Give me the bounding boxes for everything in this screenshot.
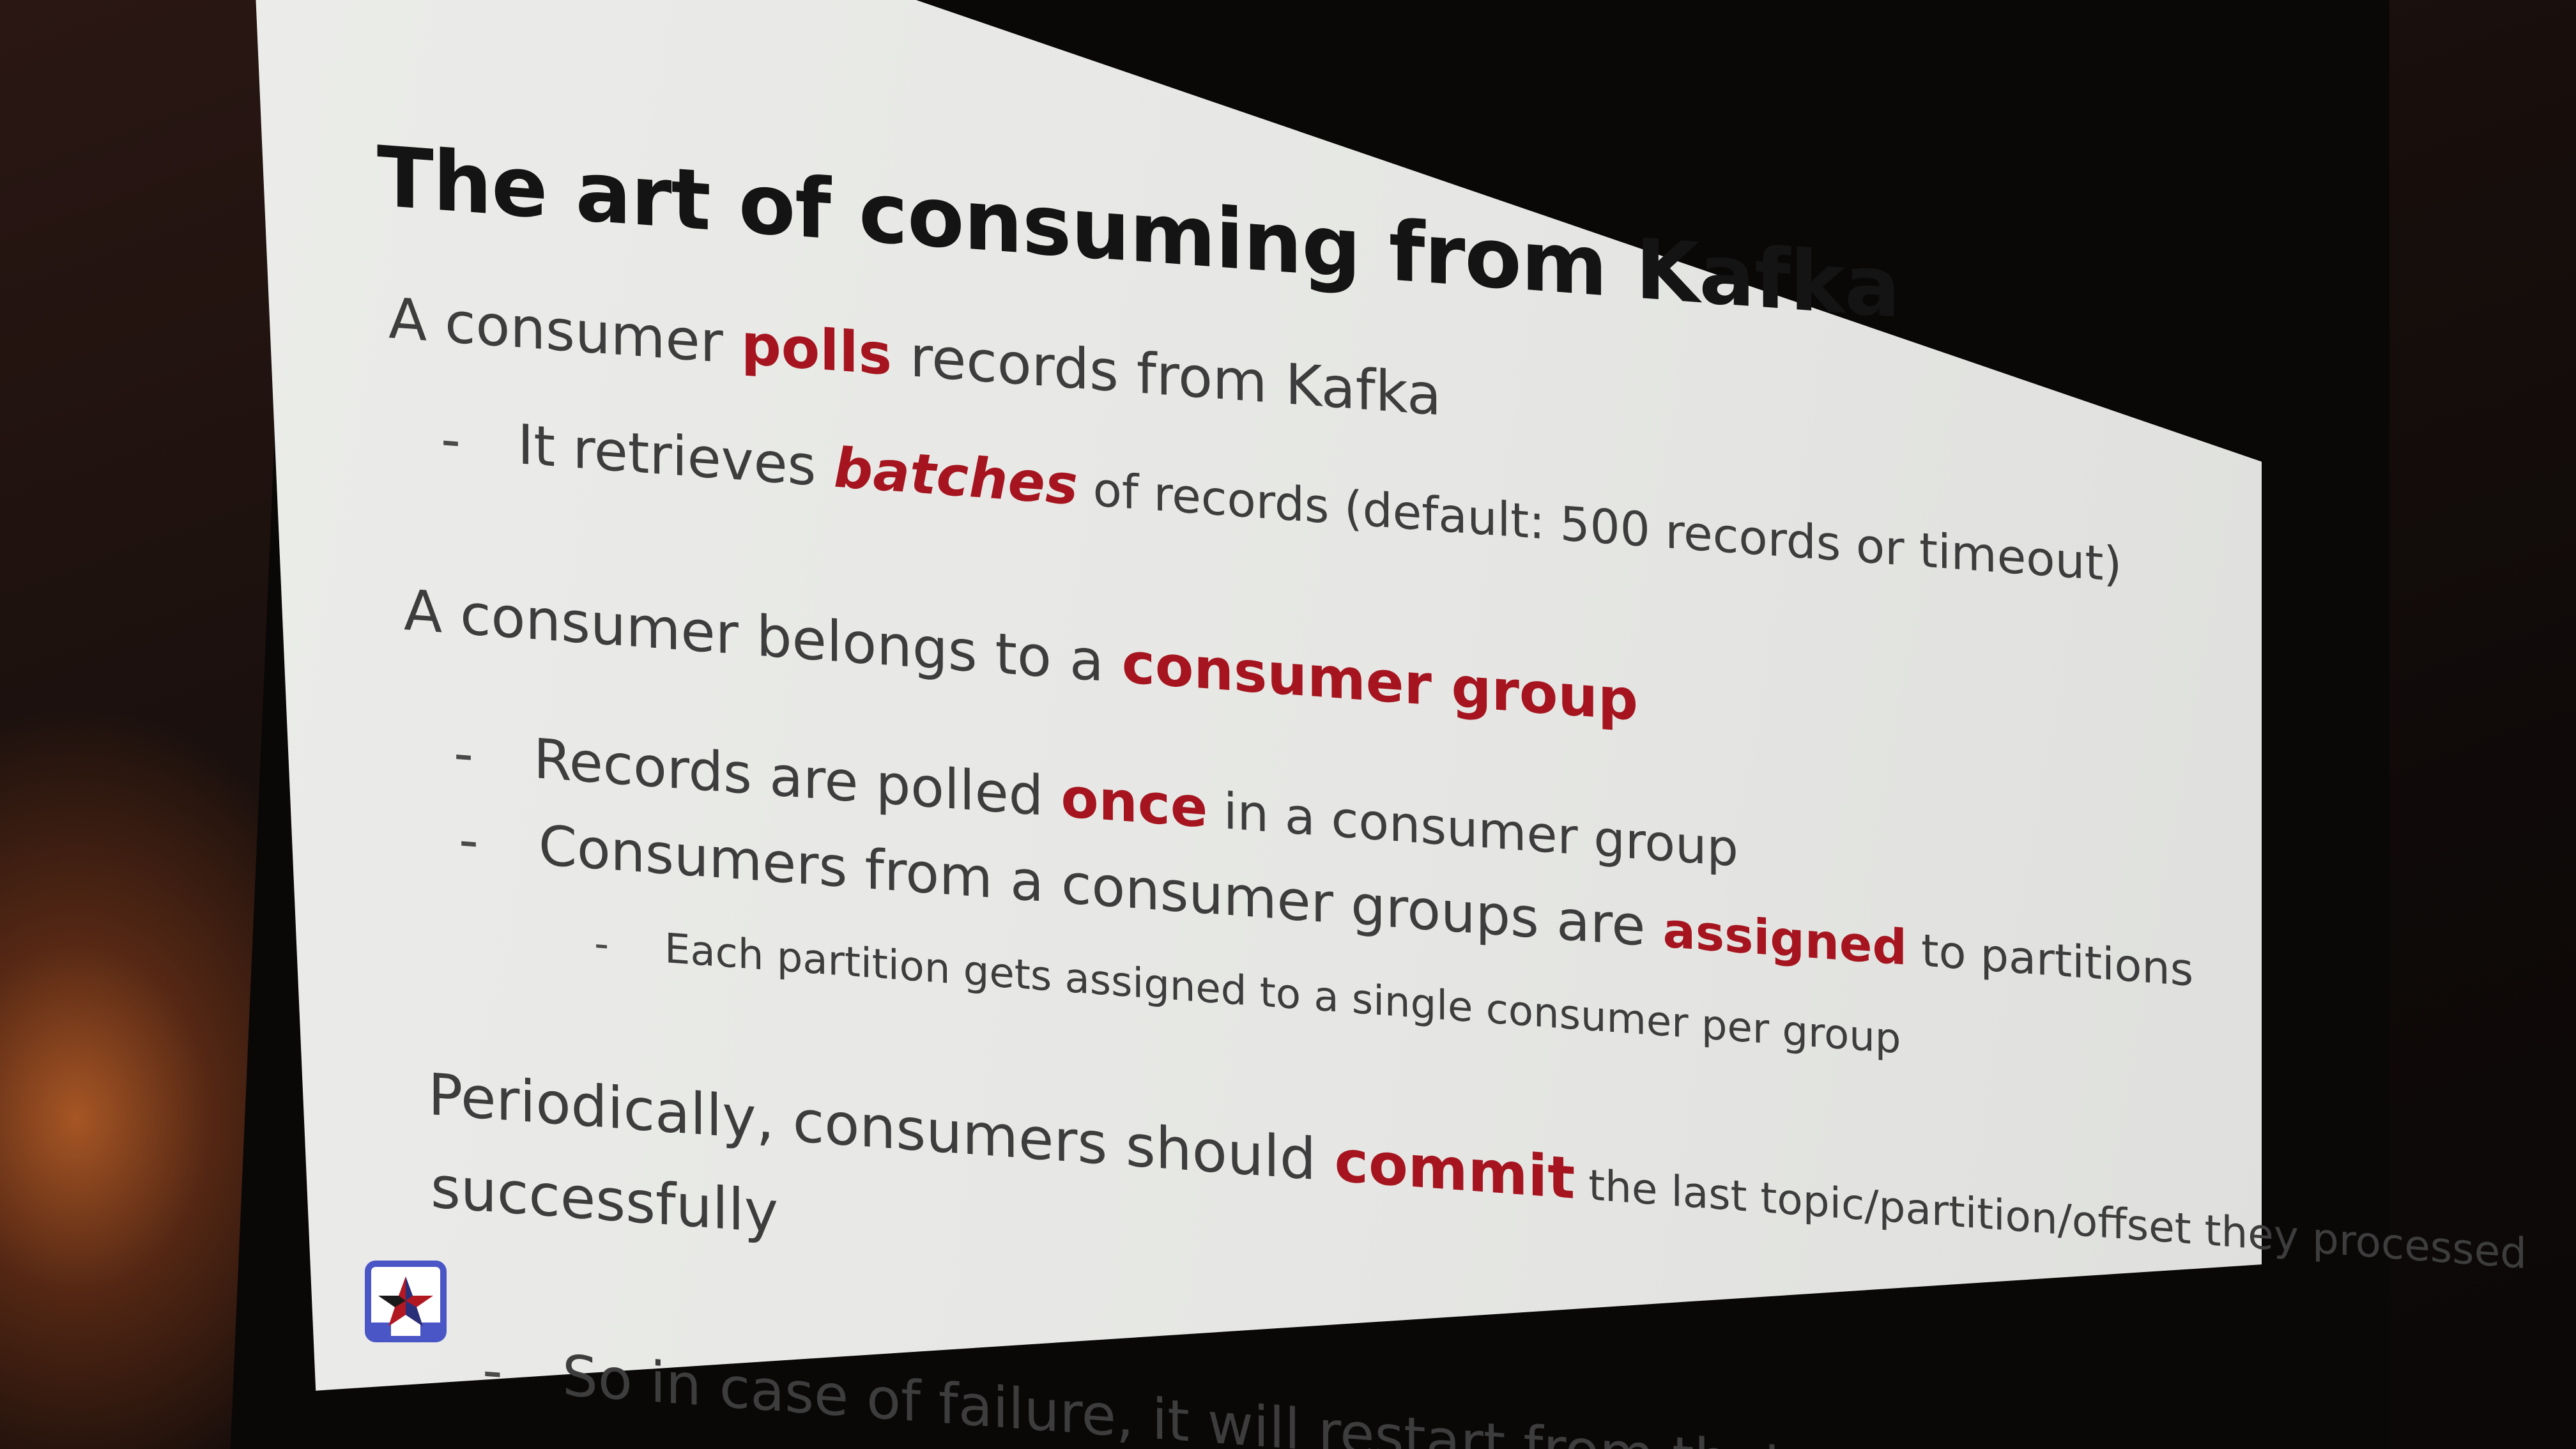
dash-marker: - [482, 1337, 503, 1404]
highlight-polls: polls [740, 310, 892, 388]
dash-marker: - [441, 407, 461, 473]
puzzle-star-logo-icon [363, 1259, 448, 1344]
highlight-once: once [1061, 765, 1208, 841]
dash-marker: - [594, 919, 610, 969]
dash-marker: - [454, 721, 474, 787]
dash-marker: - [459, 808, 479, 873]
